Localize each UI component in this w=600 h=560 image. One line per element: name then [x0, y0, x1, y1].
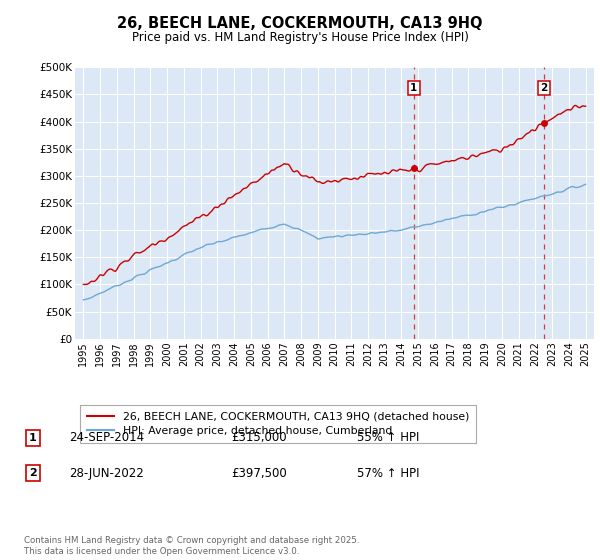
Text: 24-SEP-2014: 24-SEP-2014	[69, 431, 144, 445]
Text: 26, BEECH LANE, COCKERMOUTH, CA13 9HQ: 26, BEECH LANE, COCKERMOUTH, CA13 9HQ	[117, 16, 483, 31]
Text: 2: 2	[29, 468, 37, 478]
Text: 1: 1	[29, 433, 37, 443]
Text: 28-JUN-2022: 28-JUN-2022	[69, 466, 144, 480]
Text: £315,000: £315,000	[231, 431, 287, 445]
Text: Contains HM Land Registry data © Crown copyright and database right 2025.
This d: Contains HM Land Registry data © Crown c…	[24, 536, 359, 556]
Text: 2: 2	[540, 83, 547, 93]
Text: Price paid vs. HM Land Registry's House Price Index (HPI): Price paid vs. HM Land Registry's House …	[131, 31, 469, 44]
Text: 55% ↑ HPI: 55% ↑ HPI	[357, 431, 419, 445]
Text: 57% ↑ HPI: 57% ↑ HPI	[357, 466, 419, 480]
Text: 1: 1	[410, 83, 418, 93]
Legend: 26, BEECH LANE, COCKERMOUTH, CA13 9HQ (detached house), HPI: Average price, deta: 26, BEECH LANE, COCKERMOUTH, CA13 9HQ (d…	[80, 405, 476, 442]
Text: £397,500: £397,500	[231, 466, 287, 480]
